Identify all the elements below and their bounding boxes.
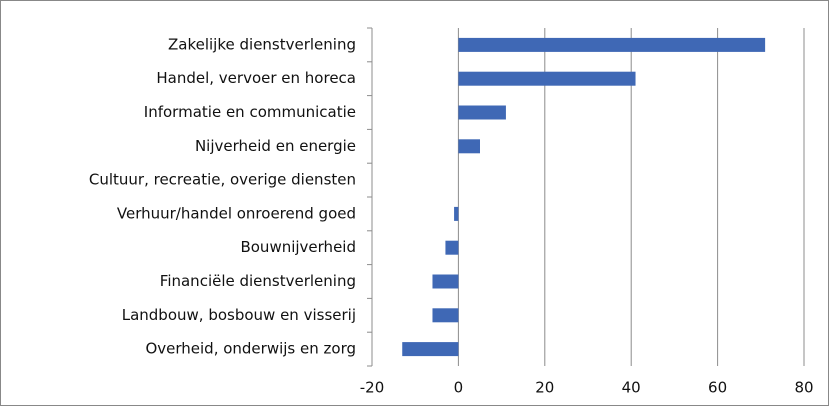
bar (458, 37, 766, 52)
x-tick-label: 80 (794, 379, 813, 397)
bar (402, 342, 459, 357)
bar (454, 206, 459, 221)
y-tick-label: Informatie en communicatie (144, 103, 356, 121)
y-tick-label: Overheid, onderwijs en zorg (145, 340, 356, 358)
x-tick-label: -20 (360, 379, 385, 397)
y-tick-label: Cultuur, recreatie, overige diensten (89, 171, 356, 189)
y-tick-label: Landbouw, bosbouw en visserij (122, 306, 356, 324)
y-tick-label: Verhuur/handel onroerend goed (117, 204, 356, 222)
bar (445, 240, 459, 255)
bar (458, 139, 480, 154)
y-tick-label: Zakelijke dienstverlening (168, 35, 356, 53)
y-tick-label: Bouwnijverheid (240, 238, 356, 256)
x-tick-label: 0 (454, 379, 464, 397)
bar (432, 274, 459, 289)
x-tick-label: 40 (622, 379, 641, 397)
x-tick-label: 20 (535, 379, 554, 397)
y-tick-label: Handel, vervoer en horeca (156, 69, 356, 87)
x-tick-label: 60 (708, 379, 727, 397)
y-tick-label: Financiële dienstverlening (160, 272, 356, 290)
bar (458, 71, 636, 86)
y-tick-label: Nijverheid en energie (195, 137, 356, 155)
bar (432, 308, 459, 323)
bar (458, 105, 506, 120)
